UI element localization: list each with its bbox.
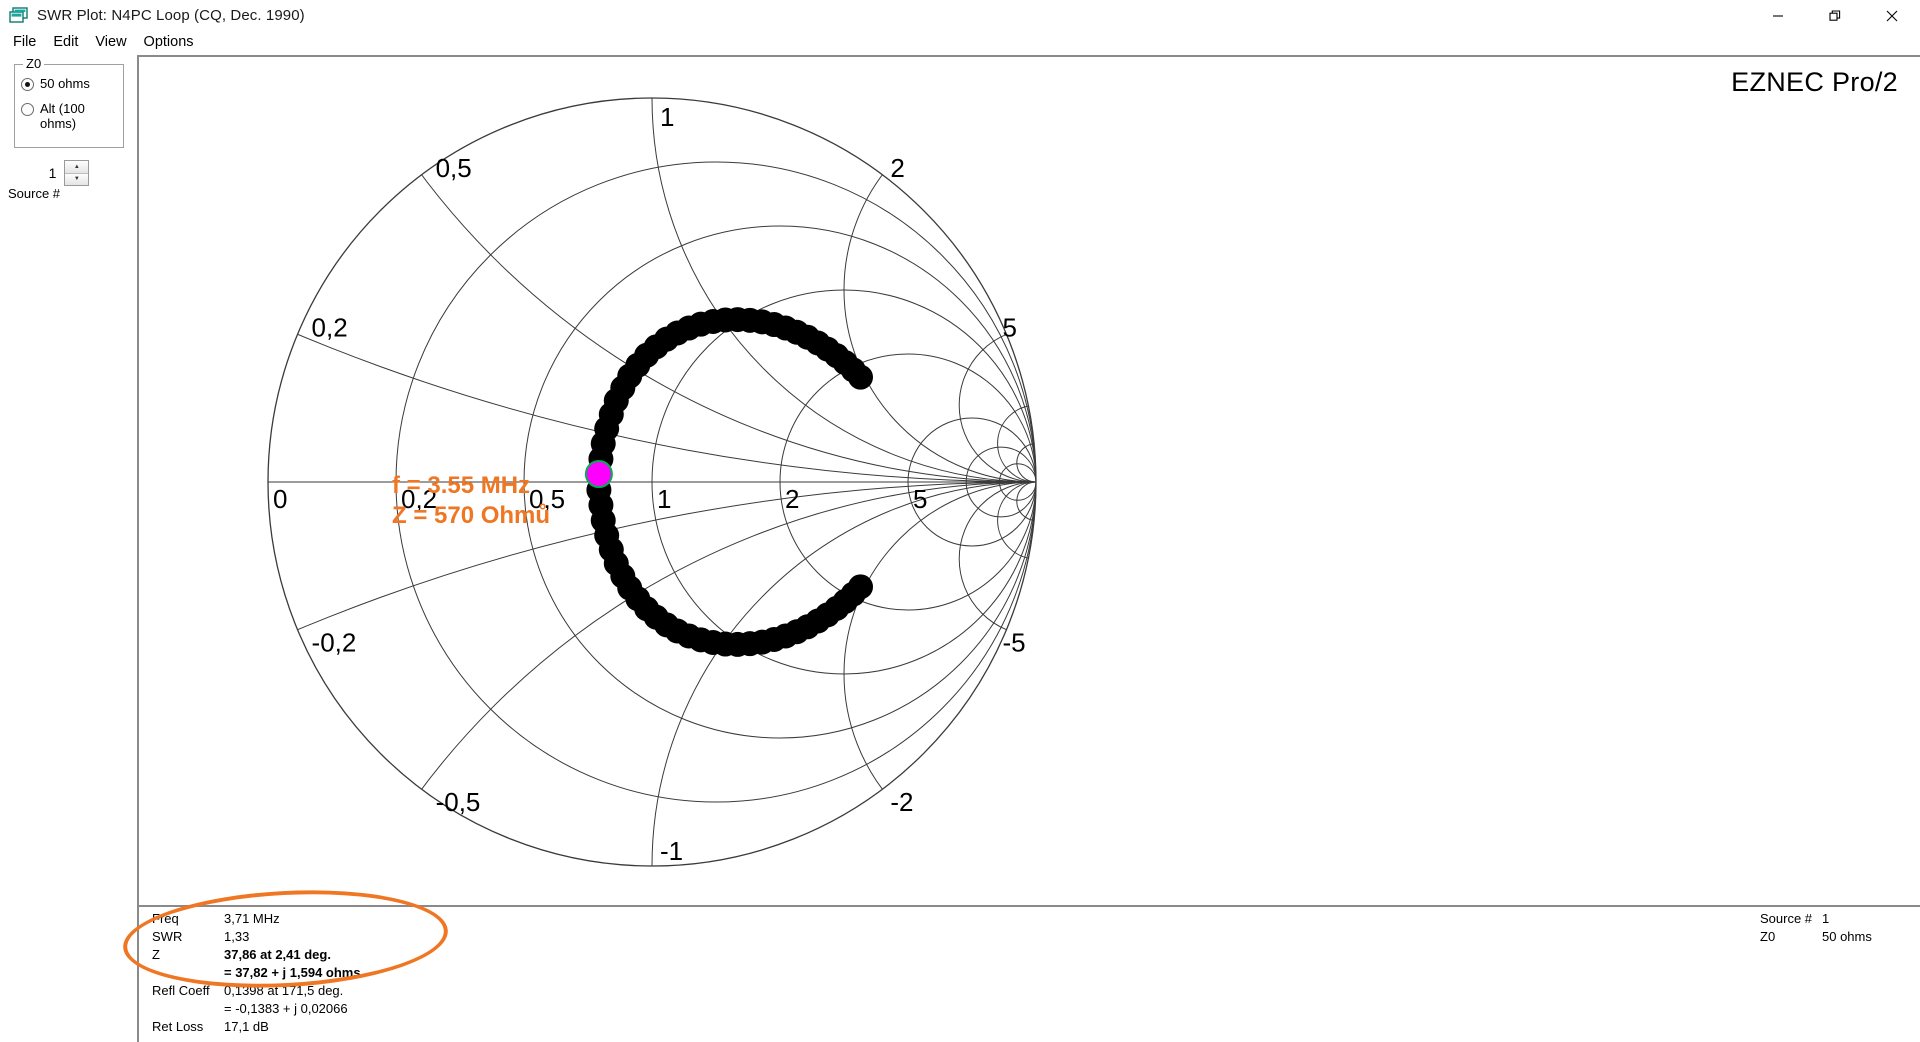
readout-row: Refl Coeff 0,1398 at 171,5 deg.	[152, 983, 361, 1001]
smith-tick-label: -2	[890, 787, 913, 817]
spinner-buttons[interactable]: ▲ ▼	[64, 160, 90, 186]
source-number-value: 1	[48, 165, 57, 181]
annotation-line-2: Z = 570 Ohmů	[392, 502, 551, 529]
close-button[interactable]	[1863, 0, 1920, 31]
readout-row: Z 37,86 at 2,41 deg.	[152, 947, 361, 965]
smith-tick-label: -1	[660, 836, 683, 866]
z0-group: Z0 50 ohms Alt (100 ohms)	[14, 56, 124, 148]
radio-z0-alt[interactable]: Alt (100 ohms)	[21, 101, 106, 131]
readout-value: 1	[1822, 911, 1830, 926]
annotation-line-1: f = 3.55 MHz	[392, 472, 531, 499]
smith-chart-graphic: 0 0,2 0,5 1 2 5 0,2 0,5 1 2 5 -0,2 -0,5 -1 -2 -5	[267, 97, 1037, 867]
smith-tick-label: 0,2	[401, 484, 437, 514]
smith-tick-label: 5	[1002, 312, 1016, 342]
radio-z0-alt-label: Alt (100 ohms)	[40, 101, 85, 131]
readout-row: = -0,1383 + j 0,02066	[152, 1001, 361, 1019]
readout-key: Source #	[1760, 911, 1813, 926]
readout-value: 50 ohms	[1822, 929, 1872, 944]
radio-indicator-icon	[21, 78, 34, 91]
measurement-readout: Freq 3,71 MHz SWR 1,33 Z 37,86 at 2,41 deg. = …	[152, 911, 361, 1037]
readout-value: 17,1 dB	[224, 1019, 269, 1034]
smith-tick-label: 1	[657, 484, 671, 514]
readout-divider	[139, 905, 1920, 907]
radio-z0-50ohms[interactable]: 50 ohms	[21, 76, 90, 91]
readout-value: 0,1398 at 171,5 deg.	[224, 983, 344, 998]
radio-indicator-icon	[21, 103, 34, 116]
smith-tick-label: -0,5	[436, 787, 481, 817]
frequency-impedance-annotation: f = 3.55 MHz Z = 570 Ohmů	[392, 471, 550, 531]
minimize-button[interactable]	[1749, 0, 1806, 31]
readout-key: SWR	[152, 929, 183, 944]
smith-tick-label: 5	[913, 484, 927, 514]
title-bar: SWR Plot: N4PC Loop (CQ, Dec. 1990)	[0, 0, 1920, 31]
readout-row: Ret Loss 17,1 dB	[152, 1019, 361, 1037]
window-title: SWR Plot: N4PC Loop (CQ, Dec. 1990)	[37, 7, 305, 24]
spinner-up-icon[interactable]: ▲	[65, 161, 89, 174]
readout-row: Freq 3,71 MHz	[152, 911, 361, 929]
readout-key: Refl Coeff	[152, 983, 210, 998]
smith-tick-label: -5	[1002, 628, 1025, 658]
menu-edit[interactable]: Edit	[53, 33, 79, 50]
source-number-stepper[interactable]: 1 ▲ ▼	[14, 158, 124, 188]
readout-row: Z0 50 ohms	[1760, 929, 1872, 947]
smith-tick-label: 2	[890, 153, 904, 183]
readout-value: = -0,1383 + j 0,02066	[224, 1001, 348, 1016]
smith-tick-label: 0,5	[436, 153, 472, 183]
smith-tick-label: 0	[273, 484, 287, 514]
readout-value: 37,86 at 2,41 deg.	[224, 947, 331, 962]
menu-options[interactable]: Options	[143, 33, 194, 50]
smith-chart-plot-area[interactable]: EZNEC Pro/2 0 0,2 0,5 1 2 5 0,2 0,5 1 2 5 -0,2 -0,5 -…	[137, 55, 1920, 1042]
radio-z0-50ohms-label: 50 ohms	[40, 76, 90, 91]
readout-value: 1,33	[224, 929, 250, 944]
smith-tick-label: 2	[785, 484, 799, 514]
spinner-down-icon[interactable]: ▼	[65, 173, 89, 185]
readout-row: SWR 1,33	[152, 929, 361, 947]
readout-row: Source # 1	[1760, 911, 1872, 929]
restore-button[interactable]	[1806, 0, 1863, 31]
menu-view[interactable]: View	[95, 33, 127, 50]
left-control-panel: Z0 50 ohms Alt (100 ohms) 1 ▲ ▼ Source #	[0, 53, 137, 1042]
smith-tick-label: 1	[660, 102, 674, 132]
window-controls	[1749, 0, 1920, 31]
readout-key: Ret Loss	[152, 1019, 204, 1034]
impedance-locus-points	[586, 307, 874, 657]
source-number-caption: Source #	[8, 186, 61, 201]
z0-group-legend: Z0	[23, 56, 45, 71]
smith-tick-label: -0,2	[312, 628, 357, 658]
selected-frequency-marker[interactable]	[584, 460, 613, 489]
eznec-logo: EZNEC Pro/2	[1731, 67, 1898, 97]
smith-tick-label: 0,5	[529, 484, 565, 514]
menu-file[interactable]: File	[13, 33, 37, 50]
readout-row: = 37,82 + j 1,594 ohms	[152, 965, 361, 983]
menu-bar: File Edit View Options	[0, 31, 1920, 53]
readout-key: Freq	[152, 911, 179, 926]
source-info-readout: Source # 1 Z0 50 ohms	[1760, 911, 1872, 947]
smith-tick-label: 0,2	[312, 312, 348, 342]
readout-key: Z0	[1760, 929, 1776, 944]
readout-key: Z	[152, 947, 160, 962]
readout-value: = 37,82 + j 1,594 ohms	[224, 965, 361, 980]
window-plot-icon	[9, 6, 29, 25]
readout-value: 3,71 MHz	[224, 911, 280, 926]
